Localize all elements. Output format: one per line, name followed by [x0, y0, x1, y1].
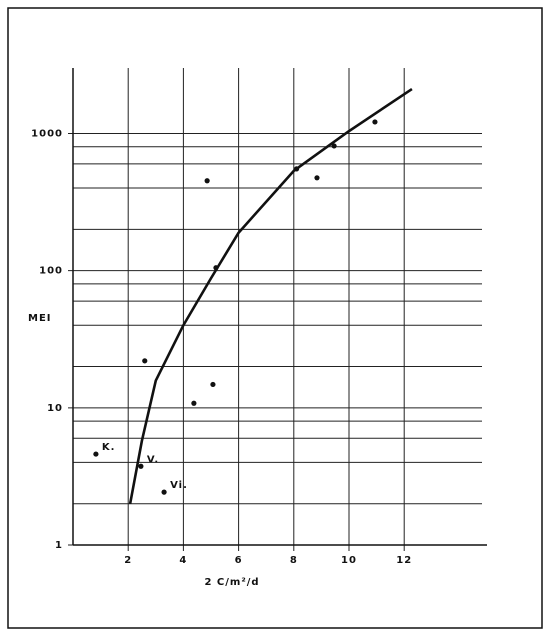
- point: [93, 451, 99, 457]
- point-label: Vi.: [170, 480, 188, 491]
- point: [314, 175, 320, 181]
- x-tick-label: 6: [235, 555, 243, 566]
- frame: [7, 7, 543, 629]
- x-tick-label: 2: [124, 555, 132, 566]
- point-label: V.: [147, 454, 159, 465]
- point: [372, 119, 378, 125]
- y-tick-label: 100: [39, 266, 63, 277]
- point: [210, 381, 216, 388]
- point: [161, 489, 167, 495]
- y-tick-label: 10: [47, 403, 63, 414]
- y-tick-label: 1000: [31, 128, 63, 139]
- x-tick-label: 12: [396, 555, 412, 566]
- y-tick-label: 1: [55, 540, 63, 551]
- x-axis-label: 2 C/m²/d: [204, 577, 259, 588]
- point-label: K.: [102, 442, 116, 453]
- point: [142, 358, 148, 364]
- point: [204, 178, 210, 184]
- point: [138, 463, 144, 469]
- point: [331, 143, 337, 149]
- y-axis-label: MEI: [28, 313, 52, 324]
- x-tick-label: 8: [290, 555, 298, 566]
- point: [191, 400, 197, 406]
- x-tick-label: 10: [341, 555, 357, 566]
- x-tick-label: 4: [179, 555, 187, 566]
- curve: [128, 87, 413, 504]
